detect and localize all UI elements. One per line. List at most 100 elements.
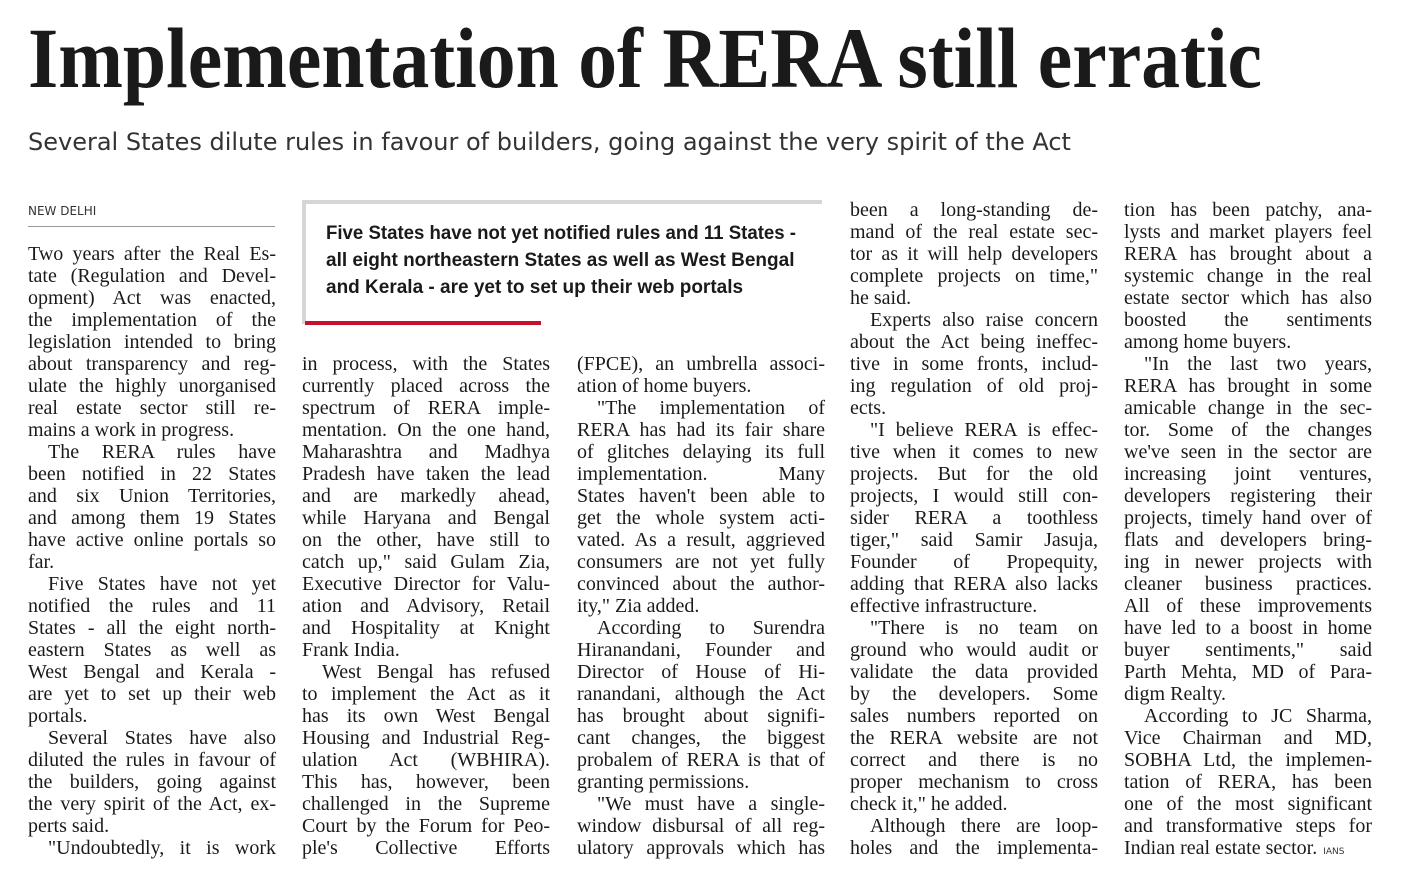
- line-text: and are markedly ahead,: [302, 485, 550, 507]
- text-line: Housing and Industrial Reg-: [302, 727, 550, 749]
- text-line: consumers are not yet fully: [577, 551, 825, 573]
- line-text: ulation Act (WBHIRA).: [302, 749, 550, 771]
- line-text: ing regulation of old proj-: [850, 375, 1098, 397]
- line-text: eastern States as well as: [28, 639, 276, 661]
- text-line: buyer sentiments," said: [1124, 639, 1372, 661]
- text-line: "Undoubtedly, it is work: [48, 837, 276, 859]
- text-line: tor. Some of the changes: [1124, 419, 1372, 441]
- text-line: tation of RERA, has been: [1124, 771, 1372, 793]
- line-text: the implementation of the: [28, 309, 276, 331]
- text-line: the builders, going against: [28, 771, 276, 793]
- pull-quote-line: Five States have not yet notified rules …: [326, 223, 796, 244]
- line-text: holes and the implementa-: [850, 837, 1098, 859]
- line-text: he said.: [850, 287, 912, 309]
- text-line: implementation. Many: [577, 463, 825, 485]
- text-line: ple's Collective Efforts: [302, 837, 550, 859]
- text-line: "We must have a single-: [597, 793, 825, 815]
- line-text: tive in some fronts, includ-: [850, 353, 1098, 375]
- text-line: have active online portals so: [28, 529, 276, 551]
- text-line: ulate the highly unorganised: [28, 375, 276, 397]
- line-text: "We must have a single-: [597, 793, 825, 815]
- line-text: on the other, have still to: [302, 529, 550, 551]
- text-line: projects, timely hand over of: [1124, 507, 1372, 529]
- text-line: boosted the sentiments: [1124, 309, 1372, 331]
- line-text: about the Act being ineffec-: [850, 331, 1098, 353]
- line-text: Housing and Industrial Reg-: [302, 727, 550, 749]
- text-line: Vice Chairman and MD,: [1124, 727, 1372, 749]
- line-text: estate sector which has also: [1124, 287, 1372, 309]
- line-text: sider RERA a toothless: [850, 507, 1098, 529]
- text-line: Indian real estate sector. IANS: [1124, 837, 1372, 859]
- line-text: have led to a boost in home: [1124, 617, 1372, 639]
- line-text: tion has been patchy, ana-: [1124, 199, 1372, 221]
- text-line: Executive Director for Valu-: [302, 573, 550, 595]
- line-text: ity," Zia added.: [577, 595, 700, 617]
- text-line: and Hospitality at Knight: [302, 617, 550, 639]
- text-line: mand of the real estate sec-: [850, 221, 1098, 243]
- text-line: States - all the eight north-: [28, 617, 276, 639]
- line-text: Five States have not yet: [48, 573, 276, 595]
- text-line: validate the data provided: [850, 661, 1098, 683]
- line-text: mains a work in progress.: [28, 419, 235, 441]
- line-text: "I believe RERA is effec-: [870, 419, 1098, 441]
- line-text: Although there are loop-: [870, 815, 1098, 837]
- text-line: real estate sector still re-: [28, 397, 276, 419]
- line-text: implementation. Many: [577, 463, 825, 485]
- line-text: "Undoubtedly, it is work: [48, 837, 276, 859]
- text-line: developers registering their: [1124, 485, 1372, 507]
- line-text: tive when it comes to new: [850, 441, 1098, 463]
- text-line: sider RERA a toothless: [850, 507, 1098, 529]
- text-line: while Haryana and Bengal: [302, 507, 550, 529]
- line-text: Executive Director for Valu-: [302, 573, 550, 595]
- text-line: has brought about signifi-: [577, 705, 825, 727]
- text-line: Maharashtra and Madhya: [302, 441, 550, 463]
- line-text: Maharashtra and Madhya: [302, 441, 550, 463]
- text-line: mains a work in progress.: [28, 419, 276, 441]
- text-line: far.: [28, 551, 276, 573]
- line-text: Director of House of Hi-: [577, 661, 825, 683]
- text-line: cleaner business practices.: [1124, 573, 1372, 595]
- line-text: the RERA website are not: [850, 727, 1098, 749]
- text-line: and six Union Territories,: [28, 485, 276, 507]
- line-text: mentation. On the one hand,: [302, 419, 550, 441]
- line-text: According to JC Sharma,: [1144, 705, 1372, 727]
- line-text: ulatory approvals which has: [577, 837, 825, 859]
- text-line: mentation. On the one hand,: [302, 419, 550, 441]
- line-text: mand of the real estate sec-: [850, 221, 1098, 243]
- line-text: portals.: [28, 705, 88, 727]
- line-text: States - all the eight north-: [28, 617, 276, 639]
- text-line: ulation Act (WBHIRA).: [302, 749, 550, 771]
- line-text: probalem of RERA is that of: [577, 749, 825, 771]
- line-text: Indian real estate sector.: [1124, 837, 1318, 859]
- line-text: flats and developers bring-: [1124, 529, 1372, 551]
- text-line: holes and the implementa-: [850, 837, 1098, 859]
- text-line: eastern States as well as: [28, 639, 276, 661]
- line-text: are yet to set up their web: [28, 683, 276, 705]
- text-line: tiger," said Samir Jasuja,: [850, 529, 1098, 551]
- line-text: States haven't been able to: [577, 485, 825, 507]
- text-line: RERA has had its fair share: [577, 419, 825, 441]
- text-line: notified the rules and 11: [28, 595, 276, 617]
- text-line: This has, however, been: [302, 771, 550, 793]
- text-line: ation and Advisory, Retail: [302, 595, 550, 617]
- text-line: SOBHA Ltd, the implemen-: [1124, 749, 1372, 771]
- line-text: Vice Chairman and MD,: [1124, 727, 1372, 749]
- line-text: lysts and market players feel: [1124, 221, 1372, 243]
- dateline-rule: [28, 226, 275, 227]
- line-text: and Hospitality at Knight: [302, 617, 550, 639]
- text-line: sales numbers reported on: [850, 705, 1098, 727]
- line-text: window disbursal of all reg-: [577, 815, 825, 837]
- line-text: ranandani, although the Act: [577, 683, 825, 705]
- line-text: check it," he added.: [850, 793, 1008, 815]
- line-text: tiger," said Samir Jasuja,: [850, 529, 1098, 551]
- pull-quote-accent: [305, 321, 541, 325]
- line-text: vated. As a result, aggrieved: [577, 529, 825, 551]
- line-text: far.: [28, 551, 55, 573]
- line-text: "In the last two years,: [1144, 353, 1372, 375]
- line-text: complete projects on time,": [850, 265, 1098, 287]
- line-text: Pradesh have taken the lead: [302, 463, 550, 485]
- text-line: among home buyers.: [1124, 331, 1372, 353]
- line-text: opment) Act was enacted,: [28, 287, 276, 309]
- line-text: According to Surendra: [597, 617, 825, 639]
